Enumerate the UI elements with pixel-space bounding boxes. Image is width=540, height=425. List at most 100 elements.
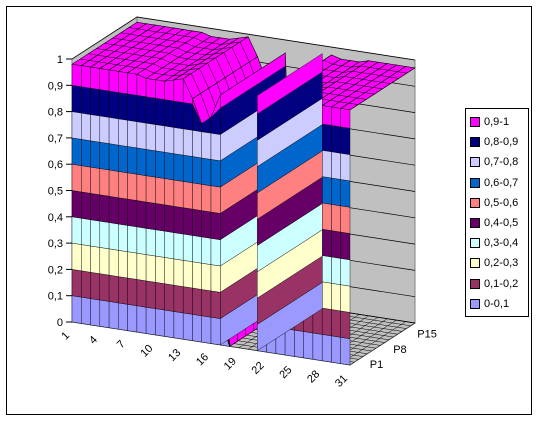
legend-item: 0,8-0,9 [466,132,528,152]
surface-mesh-line [144,68,155,74]
surface-front-band [108,69,119,93]
surface-front-band [192,129,202,159]
legend-swatch [470,177,480,188]
series-tick-label: P15 [417,328,437,340]
surface-front-band [164,257,175,286]
surface-mesh-line [125,59,135,62]
surface-mesh-line [129,33,140,36]
surface-front-band [164,204,175,233]
surface-front-band [303,331,314,360]
surface-mesh-line [199,68,209,89]
surface-front-band [210,185,221,214]
surface-front-band [108,143,119,172]
surface-front-band [173,284,184,314]
surface-front-band [210,238,221,267]
surface-mesh-line [177,47,187,53]
surface-mesh-line [206,57,216,60]
surface-mesh-line [338,94,348,97]
legend-label: 0,1-0,2 [484,277,519,290]
surface-mesh-line [361,72,371,75]
surface-mesh-line [162,67,172,70]
legend-item: 0,1-0,2 [466,274,528,294]
surface-front-band [108,117,119,146]
surface-mesh-line [360,65,370,68]
surface-front-band [81,65,91,89]
x-tick-label: 4 [87,334,100,347]
legend-item: 0,3-0,4 [466,233,528,253]
surface-front-band [331,282,341,312]
surface-front-band [173,153,184,182]
z-tick-label: 0,2 [48,264,63,276]
surface-front-band [99,273,110,302]
surface-front-band [108,222,119,251]
surface-mesh-line [124,52,134,55]
legend-item: 0,5-0,6 [466,193,528,213]
surface-front-band [182,312,193,341]
surface-mesh-line [193,37,204,42]
surface-front-band [90,193,101,222]
surface-mesh-line [139,35,149,38]
surface-mesh-line [373,87,383,90]
surface-front-band [136,147,147,176]
surface-front-band [81,191,91,220]
surface-front-band [210,264,221,293]
surface-mesh-line [205,53,215,56]
surface-front-band [136,73,147,98]
surface-front-band [182,102,193,131]
surface-front-band [201,289,212,318]
x-tick-label: 10 [138,343,155,360]
surface-mesh-line [389,76,399,79]
surface-front-band [81,139,91,168]
z-tick-label: 0,9 [48,80,63,92]
surface-front-band [192,314,202,343]
surface-mesh-line [369,67,380,70]
surface-front-band [192,287,202,317]
legend-item: 0-0,1 [466,294,528,314]
surface-front-band [127,72,138,96]
z-tick-label: 0,8 [48,107,63,119]
surface-front-band [145,306,156,336]
surface-front-band [145,122,156,152]
surface-front-band [173,127,184,156]
surface-front-band [145,78,156,99]
surface-mesh-line [356,97,367,100]
surface-mesh-line [187,58,198,61]
surface-front-band [173,179,184,208]
surface-mesh-line [89,60,99,63]
z-tick-label: 0 [57,317,63,329]
surface-mesh-line [339,101,349,104]
legend-label: 0,2-0,3 [484,257,519,270]
surface-front-band [155,255,165,284]
legend-swatch [470,218,480,229]
x-tick-label: 16 [194,351,211,368]
x-tick-label: 19 [222,355,239,372]
surface-front-band [71,64,82,87]
surface-mesh-line [114,51,125,54]
surface-mesh-line [372,80,382,83]
surface-front-band [71,269,82,298]
surface-mesh-line [321,98,331,101]
surface-front-band [155,229,165,258]
surface-front-band [118,250,128,279]
surface-front-band [322,334,332,363]
surface-front-band [81,270,91,299]
z-tick-label: 0,6 [48,159,63,171]
surface-mesh-line [354,84,365,87]
surface-front-band [108,274,119,304]
surface-front-band [173,100,184,130]
surface-mesh-line [222,47,232,49]
surface-mesh-line [105,49,115,52]
surface-front-band [201,184,212,213]
surface-mesh-line [116,57,126,60]
chart-surface [71,21,416,366]
surface-mesh-line [113,44,124,47]
surface-mesh-line [189,64,199,66]
surface-mesh-line [171,69,181,71]
surface-mesh-line [221,43,231,45]
surface-front-band [145,254,156,283]
z-tick-label: 0,7 [48,133,63,145]
surface-front-band [90,87,101,117]
surface-mesh-line [195,53,206,56]
surface-mesh-line [168,46,178,49]
surface-front-band [182,181,193,210]
